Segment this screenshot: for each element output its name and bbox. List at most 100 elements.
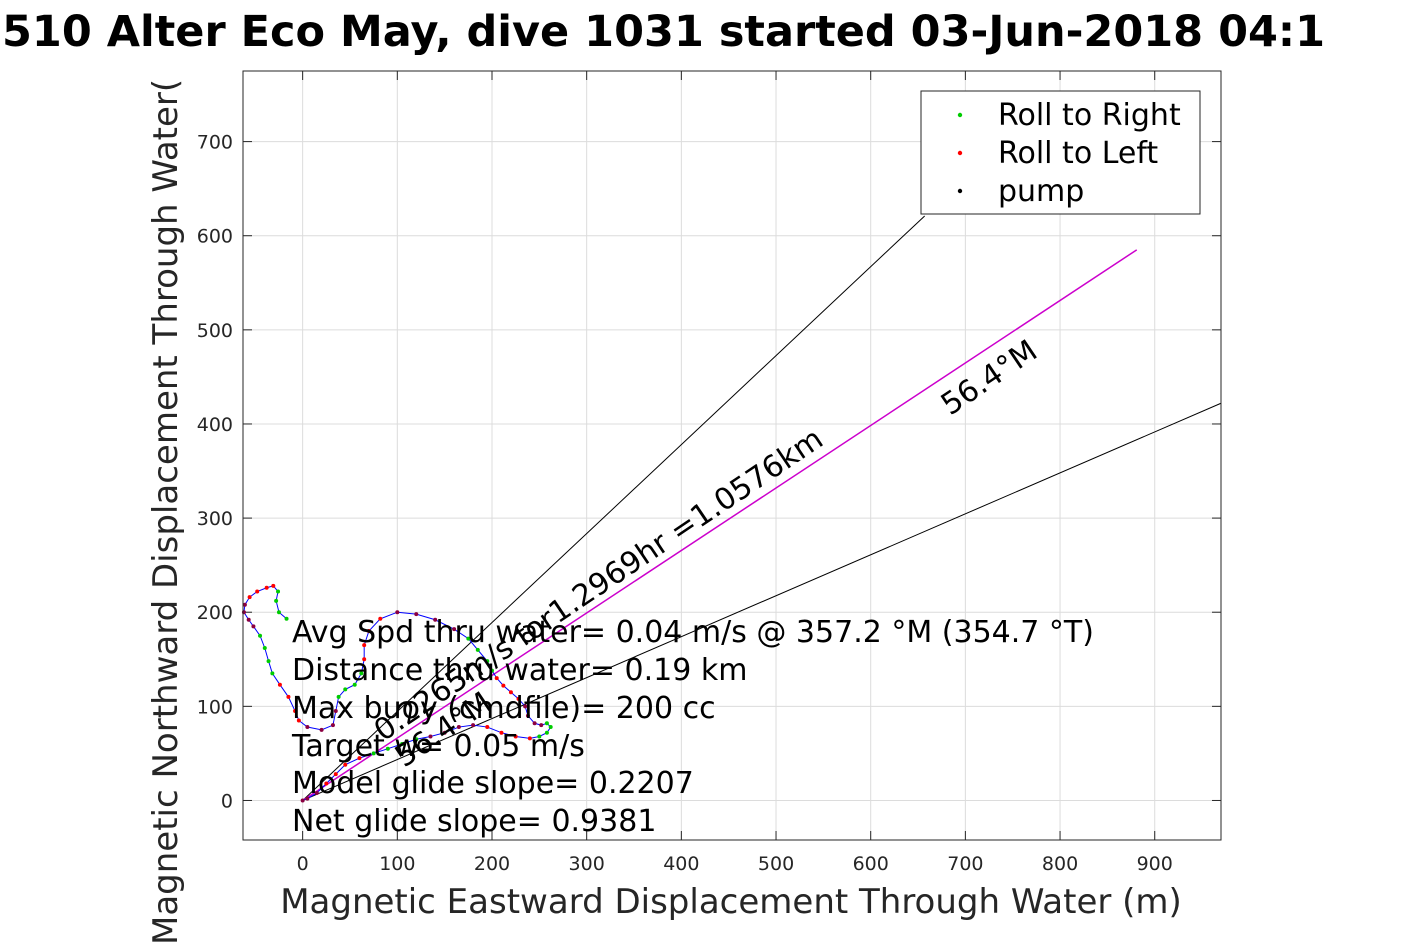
legend-label-roll-right: Roll to Right [998, 98, 1181, 133]
track-point [544, 730, 549, 735]
track-point [508, 690, 513, 695]
stat-distance: Distance thru water= 0.19 km [292, 653, 747, 688]
plot-frame [242, 70, 1222, 841]
track-point [314, 790, 319, 795]
track-point [357, 756, 362, 761]
track-point [456, 725, 461, 730]
track-point [333, 709, 338, 714]
track-point [452, 627, 457, 632]
track-point [466, 636, 471, 641]
track-point [378, 616, 383, 621]
track-point [532, 721, 537, 726]
x-tick-label: 200 [474, 853, 510, 875]
track-point [485, 659, 490, 664]
track-point [319, 727, 324, 732]
track-point [271, 583, 276, 588]
track-point [330, 723, 335, 728]
x-tick-label: 100 [379, 853, 415, 875]
legend: Roll to Right Roll to Left pump [920, 90, 1201, 215]
track-point [242, 602, 247, 607]
x-tick-label: 900 [1137, 853, 1173, 875]
track-point [523, 704, 528, 709]
track-point [494, 676, 499, 681]
y-tick-label: 300 [197, 508, 233, 530]
y-axis-ticks: 0 100 200 300 400 500 600 700 [197, 132, 1221, 812]
legend-marker-pump [957, 188, 963, 194]
track-point [489, 668, 494, 673]
x-axis-label: Magnetic Eastward Displacement Through W… [280, 882, 1182, 922]
stat-max-buoy: Max buoy (cmdfile)= 200 cc [292, 691, 716, 726]
track-point [471, 723, 476, 728]
track-point [537, 734, 542, 739]
stats-block: Avg Spd thru water= 0.04 m/s @ 357.2 °M … [291, 615, 1094, 839]
legend-label-pump: pump [998, 174, 1084, 209]
x-tick-label: 800 [1042, 853, 1078, 875]
track-point [501, 683, 506, 688]
track-point [548, 725, 553, 730]
track-point [371, 751, 376, 756]
track-point [266, 659, 271, 664]
track-point [336, 694, 341, 699]
x-tick-label: 700 [947, 853, 983, 875]
track-point [513, 734, 518, 739]
track-point [247, 595, 252, 600]
track-point [258, 633, 263, 638]
track-point [251, 624, 256, 629]
track-point [277, 682, 282, 687]
stat-avg-speed: Avg Spd thru water= 0.04 m/s @ 357.2 °M … [292, 615, 1094, 650]
track-point [300, 798, 305, 803]
track-point [362, 657, 367, 662]
y-tick-label: 700 [197, 132, 233, 154]
y-tick-label: 100 [197, 696, 233, 718]
track-point [539, 723, 544, 728]
track-point [527, 736, 532, 741]
average-track-line [302, 249, 1138, 802]
track-point [274, 598, 279, 603]
track-point [433, 617, 438, 622]
track-point [428, 734, 433, 739]
track-point [305, 796, 310, 801]
y-axis-label: Magnetic Northward Displacement Through … [146, 79, 186, 945]
track-point [366, 629, 371, 634]
stat-target-w: Target w= 0.05 m/s [291, 729, 585, 764]
legend-label-roll-left: Roll to Left [998, 136, 1158, 171]
y-tick-label: 200 [197, 602, 233, 624]
legend-marker-roll-left [957, 150, 963, 156]
track-point [414, 612, 419, 617]
x-axis-ticks: 0 100 200 300 400 500 600 700 800 900 [297, 71, 1173, 875]
trajectory-lines [302, 215, 1222, 802]
track-point [475, 647, 480, 652]
track-point [270, 671, 275, 676]
track-point [293, 709, 298, 714]
track-point [516, 696, 521, 701]
track-point [385, 746, 390, 751]
track-point [305, 725, 310, 730]
track-point [264, 585, 269, 590]
stat-net-glide: Net glide slope= 0.9381 [292, 804, 656, 839]
x-tick-label: 600 [853, 853, 889, 875]
chart-title: 510 Alter Eco May, dive 1031 started 03-… [2, 7, 1325, 57]
track-point [352, 682, 357, 687]
track-point [499, 730, 504, 735]
track-point [544, 721, 549, 726]
y-tick-label: 0 [221, 790, 233, 812]
track-point [276, 589, 281, 594]
x-tick-label: 400 [663, 853, 699, 875]
y-tick-label: 400 [197, 414, 233, 436]
track-point [333, 772, 338, 777]
track-point [362, 643, 367, 648]
track-point [343, 687, 348, 692]
track-point [255, 589, 260, 594]
legend-box [920, 90, 1201, 215]
y-tick-label: 600 [197, 226, 233, 248]
track-point [324, 781, 329, 786]
heading-line [302, 215, 926, 801]
y-tick-label: 500 [197, 320, 233, 342]
track-point [359, 671, 364, 676]
legend-marker-roll-right [957, 112, 963, 118]
track-point [246, 617, 251, 622]
track-point [286, 694, 291, 699]
track-point [442, 730, 447, 735]
stat-model-glide: Model glide slope= 0.2207 [292, 766, 694, 801]
